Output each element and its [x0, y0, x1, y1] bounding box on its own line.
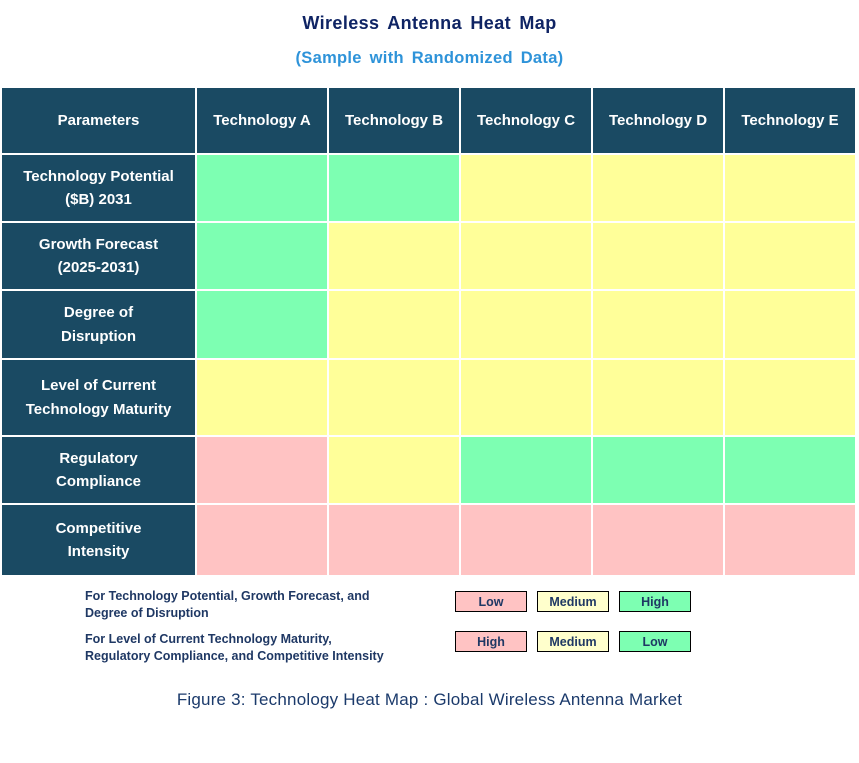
- column-header: Technology C: [461, 88, 591, 153]
- heatmap-cell: [725, 360, 855, 435]
- row-label: Technology Potential ($B) 2031: [2, 155, 195, 221]
- heatmap-cell: [725, 155, 855, 221]
- row-label: Regulatory Compliance: [2, 437, 195, 503]
- row-label: Level of Current Technology Maturity: [2, 360, 195, 435]
- heatmap-cell: [461, 360, 591, 435]
- heatmap-cell: [593, 437, 723, 503]
- column-header: Technology A: [197, 88, 327, 153]
- heatmap-cell: [197, 360, 327, 435]
- heatmap-cell: [725, 437, 855, 503]
- parameters-header: Parameters: [2, 88, 195, 153]
- legend-box-medium: Medium: [537, 591, 609, 612]
- heatmap-cell: [593, 291, 723, 358]
- column-header: Technology D: [593, 88, 723, 153]
- heatmap-cell: [593, 223, 723, 289]
- legend-group2-text: For Level of Current Technology Maturity…: [85, 631, 455, 665]
- legend-group2-line2: Regulatory Compliance, and Competitive I…: [85, 648, 384, 663]
- heatmap-cell: [197, 291, 327, 358]
- legend-group1-line1: For Technology Potential, Growth Forecas…: [85, 589, 370, 603]
- legend-box-high: High: [619, 591, 691, 612]
- legend-box-medium-inverse: Medium: [537, 631, 609, 652]
- legend-box-low: Low: [455, 591, 527, 612]
- page-subtitle: (Sample with Randomized Data): [295, 49, 564, 67]
- column-header: Technology B: [329, 88, 459, 153]
- heatmap-cell: [329, 223, 459, 289]
- heatmap-cell: [725, 223, 855, 289]
- figure-caption: Figure 3: Technology Heat Map : Global W…: [176, 690, 683, 709]
- heatmap-cell: [725, 505, 855, 575]
- heatmap-cell: [329, 291, 459, 358]
- heatmap-cell: [197, 505, 327, 575]
- legend-group1-text: For Technology Potential, Growth Forecas…: [85, 588, 455, 622]
- heatmap-cell: [197, 155, 327, 221]
- heatmap-cell: [593, 505, 723, 575]
- heatmap-cell: [593, 155, 723, 221]
- heatmap-cell: [461, 223, 591, 289]
- row-label: Competitive Intensity: [2, 505, 195, 575]
- heatmap-cell: [329, 360, 459, 435]
- heatmap-cell: [461, 437, 591, 503]
- heatmap-cell: [197, 437, 327, 503]
- heatmap-cell: [461, 505, 591, 575]
- legend-group1-boxes: Low Medium High: [455, 591, 691, 612]
- heatmap-cell: [197, 223, 327, 289]
- heatmap-cell: [593, 360, 723, 435]
- legend-group2-line1: For Level of Current Technology Maturity…: [85, 632, 332, 646]
- legend-box-low-inverse: Low: [619, 631, 691, 652]
- heatmap-table: Parameters Technology A Technology B Techno…: [2, 88, 855, 575]
- heatmap-cell: [461, 291, 591, 358]
- legend-group2-boxes: High Medium Low: [455, 631, 691, 652]
- heatmap-cell: [329, 437, 459, 503]
- row-label: Growth Forecast (2025-2031): [2, 223, 195, 289]
- heatmap-cell: [461, 155, 591, 221]
- heatmap-cell: [329, 505, 459, 575]
- heatmap-cell: [329, 155, 459, 221]
- legend-box-high-inverse: High: [455, 631, 527, 652]
- row-label: Degree of Disruption: [2, 291, 195, 358]
- page-title: Wireless Antenna Heat Map: [302, 13, 557, 33]
- column-header: Technology E: [725, 88, 855, 153]
- heatmap-cell: [725, 291, 855, 358]
- legend-group1-line2: Degree of Disruption: [85, 605, 209, 620]
